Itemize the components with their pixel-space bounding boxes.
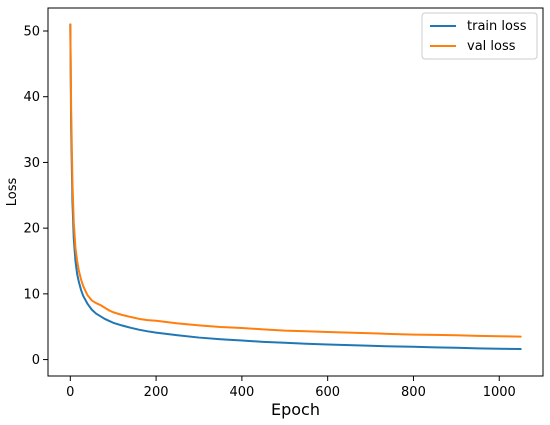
x-tick-label: 800 bbox=[401, 385, 426, 400]
series-line-val-loss bbox=[69, 23, 522, 338]
y-axis-label: Loss bbox=[5, 178, 20, 207]
legend: train loss val loss bbox=[421, 12, 538, 60]
legend-box bbox=[421, 12, 538, 60]
plot-area bbox=[48, 8, 543, 376]
x-tick-label: 400 bbox=[229, 385, 254, 400]
x-tick-label: 1000 bbox=[483, 385, 516, 400]
legend-label-val-loss: val loss bbox=[467, 39, 516, 54]
axes-layer bbox=[47, 7, 544, 377]
plot-frame bbox=[47, 7, 544, 377]
y-tick-label: 30 bbox=[23, 156, 40, 171]
series-line-train-loss bbox=[69, 23, 522, 351]
y-tick-label: 40 bbox=[23, 90, 40, 105]
y-axis-ticks: 0 10 20 30 40 50 bbox=[23, 25, 48, 368]
x-tick-label: 0 bbox=[66, 385, 74, 400]
x-tick-label: 200 bbox=[144, 385, 169, 400]
x-axis-ticks: 0 200 400 600 800 1000 bbox=[66, 376, 516, 400]
x-tick-label: 600 bbox=[315, 385, 340, 400]
y-tick-label: 10 bbox=[23, 287, 40, 302]
y-tick-label: 20 bbox=[23, 222, 40, 237]
x-axis-label: Epoch bbox=[271, 400, 320, 419]
y-tick-label: 50 bbox=[23, 25, 40, 40]
series-layer bbox=[69, 23, 522, 351]
y-tick-label: 0 bbox=[32, 353, 40, 368]
legend-label-train-loss: train loss bbox=[467, 19, 527, 34]
